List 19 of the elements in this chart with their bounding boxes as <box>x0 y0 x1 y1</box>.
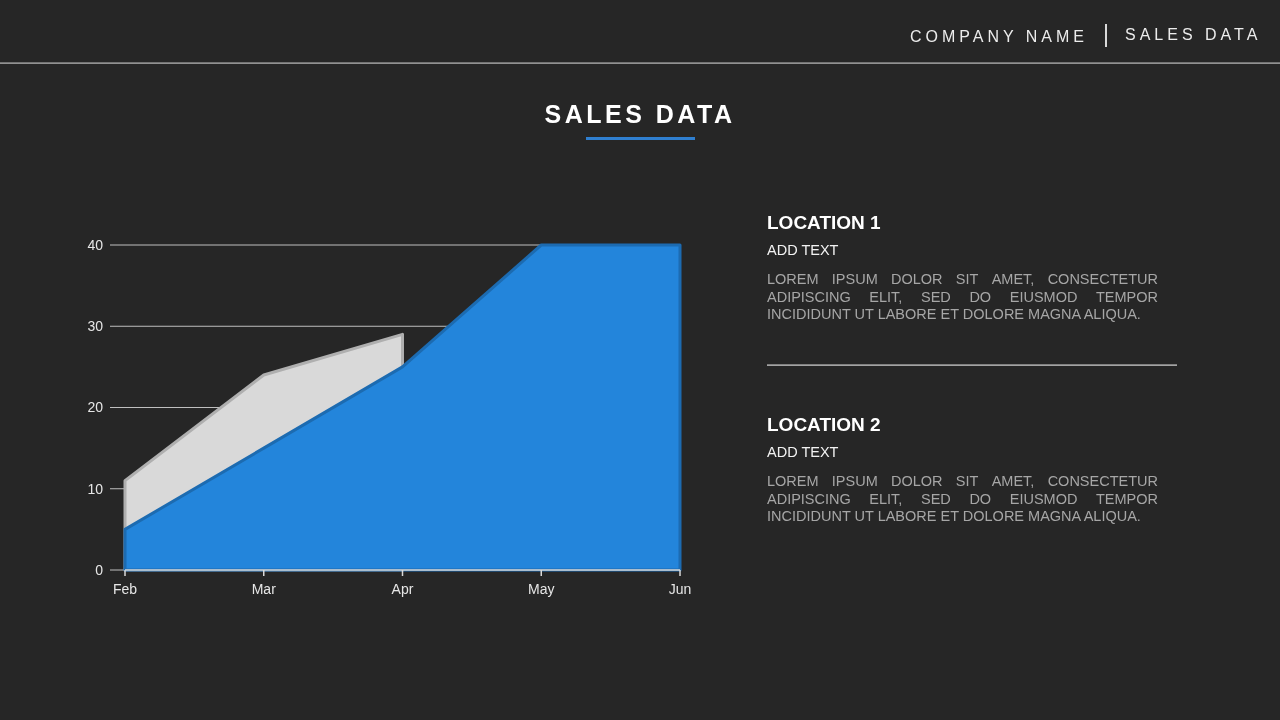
text: ADD TEXT <box>767 444 839 460</box>
text: LOREM IPSUM DOLOR SIT AMET, CONSECTETUR ADIPISCING ELIT, SED DO EIUSMOD TEMPOR INCIDIDUNT UT LABORE ET DOLORE MAGNA ALIQUA. <box>767 271 1159 322</box>
y-tick-label: 0 <box>95 561 104 578</box>
x-tick-label: Jun <box>668 581 692 597</box>
y-tick-label: 10 <box>87 480 104 497</box>
x-tick-label: May <box>528 581 555 597</box>
x-tick-label: Mar <box>251 581 277 597</box>
chart-title: SALES DATA <box>544 100 736 128</box>
y-tick-label: 30 <box>87 318 104 335</box>
text: SALES DATA <box>1125 26 1262 43</box>
y-tick-label: 20 <box>87 399 104 416</box>
x-tick-label: Apr <box>391 581 414 597</box>
text: ADD TEXT <box>767 242 839 258</box>
text: COMPANY NAME <box>909 28 1088 45</box>
y-tick-label: 40 <box>87 236 104 253</box>
text: LOREM IPSUM DOLOR SIT AMET, CONSECTETUR ADIPISCING ELIT, SED DO EIUSMOD TEMPOR INCIDIDUNT UT LABORE ET DOLORE MAGNA ALIQUA. <box>767 473 1159 524</box>
text: LOCATION 2 <box>767 414 881 435</box>
x-tick-label: Feb <box>112 581 138 597</box>
text: LOCATION 1 <box>767 212 882 233</box>
